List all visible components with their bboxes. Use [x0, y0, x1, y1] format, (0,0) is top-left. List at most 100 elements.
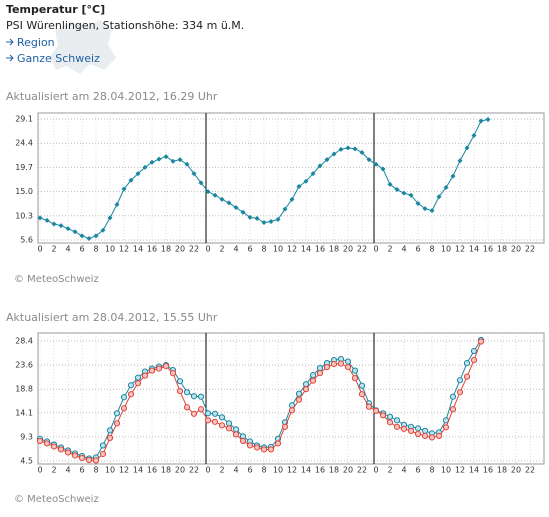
link[interactable]: Region: [17, 36, 55, 49]
point: [254, 215, 260, 221]
y-tick-label: 18.8: [15, 385, 33, 394]
x-tick-label: 10: [273, 466, 283, 475]
point: [429, 208, 435, 214]
x-tick-label: 16: [147, 466, 157, 475]
point: [240, 209, 246, 215]
point: [120, 394, 128, 401]
x-tick-label: 0: [205, 466, 210, 475]
x-tick-label: 20: [343, 466, 353, 475]
point: [316, 365, 324, 372]
point: [156, 156, 162, 162]
x-tick-label: 14: [469, 245, 479, 254]
point: [337, 360, 345, 367]
x-tick-label: 12: [455, 466, 465, 475]
point: [400, 425, 408, 432]
y-tick-label: 10.3: [15, 211, 33, 220]
point: [436, 194, 442, 200]
x-tick-label: 6: [415, 245, 420, 254]
point: [421, 427, 429, 434]
x-tick-label: 8: [429, 466, 434, 475]
point: [57, 446, 65, 453]
point: [310, 171, 316, 177]
x-tick-label: 6: [415, 466, 420, 475]
x-tick-label: 18: [497, 466, 507, 475]
x-tick-label: 16: [315, 245, 325, 254]
x-tick-label: 20: [175, 466, 185, 475]
point: [485, 117, 491, 123]
plot-area: [37, 332, 545, 465]
x-tick-label: 20: [511, 245, 521, 254]
point: [198, 180, 204, 186]
y-tick-label: 9.3: [20, 432, 33, 441]
point: [386, 413, 394, 420]
point: [127, 391, 135, 398]
point: [100, 227, 106, 233]
x-tick-label: 4: [401, 466, 406, 475]
point: [449, 406, 457, 413]
point: [71, 452, 79, 459]
x-tick-label: 22: [189, 245, 199, 254]
point: [93, 233, 99, 239]
title: Temperatur [°C]: [6, 3, 105, 16]
point: [457, 158, 463, 164]
point: [338, 146, 344, 152]
x-tick-label: 14: [301, 466, 311, 475]
point: [78, 454, 86, 462]
point: [107, 215, 113, 221]
point: [183, 389, 191, 396]
x-tick-label: 22: [189, 466, 199, 475]
point: [184, 161, 190, 167]
point: [401, 190, 407, 196]
point: [113, 410, 121, 417]
point: [295, 390, 303, 397]
point: [204, 410, 212, 417]
x-tick-label: 20: [343, 245, 353, 254]
point: [212, 192, 218, 198]
point: [358, 382, 366, 389]
point: [44, 217, 50, 223]
point: [121, 186, 127, 192]
x-tick-label: 4: [233, 466, 238, 475]
point: [463, 359, 471, 367]
point: [428, 434, 436, 441]
x-tick-label: 16: [483, 466, 493, 475]
point: [365, 403, 373, 410]
point: [176, 388, 184, 395]
point: [309, 372, 317, 379]
link[interactable]: Ganze Schweiz: [17, 52, 100, 65]
point: [65, 226, 71, 232]
point: [99, 450, 107, 458]
point: [72, 229, 78, 235]
point: [205, 189, 211, 195]
x-tick-label: 20: [175, 245, 185, 254]
y-tick-label: 24.4: [15, 139, 33, 148]
x-tick-label: 22: [357, 245, 367, 254]
point: [477, 338, 485, 345]
x-tick-label: 16: [147, 245, 157, 254]
x-tick-label: 12: [119, 245, 129, 254]
point: [316, 370, 324, 377]
x-tick-label: 8: [93, 466, 98, 475]
point: [435, 432, 443, 439]
point: [415, 200, 421, 206]
point: [449, 393, 457, 400]
point: [282, 206, 288, 212]
y-tick-label: 14.1: [15, 408, 33, 417]
point: [260, 446, 268, 453]
x-tick-label: 0: [373, 466, 378, 475]
x-tick-label: 0: [373, 245, 378, 254]
point: [232, 426, 240, 433]
point: [470, 356, 478, 364]
y-tick-label: 15.0: [15, 187, 33, 196]
point: [163, 154, 169, 160]
point: [99, 442, 107, 449]
point: [148, 367, 156, 374]
point: [358, 391, 366, 398]
point: [170, 158, 176, 164]
point: [219, 196, 225, 202]
point: [387, 181, 393, 187]
point: [162, 363, 170, 370]
point: [408, 192, 414, 198]
point: [275, 216, 281, 222]
